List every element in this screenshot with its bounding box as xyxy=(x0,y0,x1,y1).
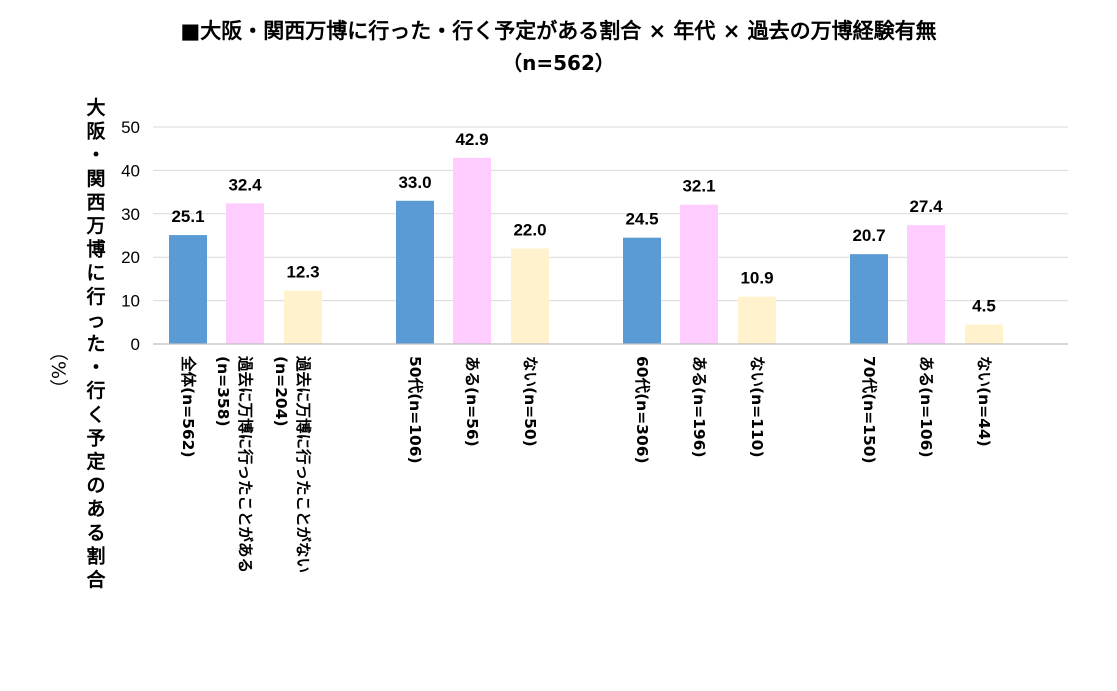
bar xyxy=(850,254,888,344)
data-label: 25.1 xyxy=(171,207,204,226)
bar xyxy=(680,204,718,344)
category-label: ある(n=56) xyxy=(463,356,481,447)
bar xyxy=(396,200,434,344)
bar xyxy=(284,290,322,344)
chart-title: ■大阪・関西万博に行った・行く予定がある割合 × 年代 × 過去の万博経験有無 xyxy=(180,19,937,43)
y-axis-label: 大阪・関西万博に行った・行く予定のある割合 （%） xyxy=(47,96,106,591)
category-label: (n=358) xyxy=(214,356,232,427)
data-label: 4.5 xyxy=(972,296,996,315)
category-label: 70代(n=150) xyxy=(860,356,879,464)
category-label: 50代(n=106) xyxy=(406,356,425,464)
bar xyxy=(907,225,945,344)
category-label: 過去に万博に行ったことがある xyxy=(236,355,255,573)
data-label: 27.4 xyxy=(909,197,943,216)
y-tick-label: 50 xyxy=(121,118,140,137)
bar xyxy=(169,235,207,344)
y-tick-label: 30 xyxy=(121,205,140,224)
category-label: 全体(n=562) xyxy=(179,355,198,458)
category-labels: 全体(n=562) 過去に万博に行ったことがある(n=358) 過去に万博に行ったこ… xyxy=(179,355,993,573)
bar xyxy=(738,296,776,344)
data-label: 42.9 xyxy=(455,130,488,149)
data-label: 22.0 xyxy=(513,221,546,240)
bar xyxy=(226,203,264,344)
data-label: 32.4 xyxy=(228,175,262,194)
bar xyxy=(511,248,549,344)
data-label: 12.3 xyxy=(286,263,319,282)
category-label: ある(n=196) xyxy=(690,356,708,458)
category-label: 過去に万博に行ったことがない xyxy=(294,355,313,573)
category-label: ない(n=44) xyxy=(975,356,993,447)
y-axis-unit: （%） xyxy=(47,342,69,398)
y-tick-label: 0 xyxy=(131,335,140,354)
bar xyxy=(453,157,491,344)
data-label: 33.0 xyxy=(398,173,431,192)
category-label: 60代(n=306) xyxy=(633,356,652,464)
category-label: ない(n=50) xyxy=(521,356,539,447)
bar xyxy=(623,237,661,344)
category-label: ない(n=110) xyxy=(748,356,766,458)
category-label: ある(n=106) xyxy=(917,356,935,458)
chart-subtitle: （n=562） xyxy=(502,51,615,75)
data-labels: 25.1 32.4 12.3 33.0 42.9 22.0 24.5 32.1 10.9 20.7… xyxy=(171,130,995,316)
data-label: 24.5 xyxy=(625,210,658,229)
y-axis-ticks: 0 10 20 30 40 50 xyxy=(121,118,140,354)
category-label: (n=204) xyxy=(272,356,290,427)
y-tick-label: 40 xyxy=(121,161,140,180)
bars xyxy=(169,157,1003,344)
data-label: 20.7 xyxy=(852,226,885,245)
y-tick-label: 10 xyxy=(121,292,140,311)
y-tick-label: 20 xyxy=(121,248,140,267)
data-label: 10.9 xyxy=(740,269,773,288)
bar xyxy=(965,324,1003,344)
data-label: 32.1 xyxy=(682,177,715,196)
y-axis-title: 大阪・関西万博に行った・行く予定のある割合 xyxy=(85,96,106,591)
